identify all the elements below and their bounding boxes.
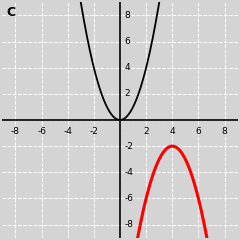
Text: -6: -6 xyxy=(125,194,134,203)
Text: 4: 4 xyxy=(169,126,175,136)
Text: -6: -6 xyxy=(37,126,46,136)
Text: -8: -8 xyxy=(125,220,134,229)
Text: 2: 2 xyxy=(143,126,149,136)
Text: 2: 2 xyxy=(125,89,130,98)
Text: 4: 4 xyxy=(125,63,130,72)
Text: -8: -8 xyxy=(11,126,20,136)
Text: 8: 8 xyxy=(222,126,228,136)
Text: -4: -4 xyxy=(63,126,72,136)
Text: 8: 8 xyxy=(125,11,130,20)
Text: 6: 6 xyxy=(196,126,201,136)
Text: 6: 6 xyxy=(125,37,130,46)
Text: C: C xyxy=(6,6,15,19)
Text: -2: -2 xyxy=(125,142,133,151)
Text: -4: -4 xyxy=(125,168,133,177)
Text: -2: -2 xyxy=(90,126,98,136)
